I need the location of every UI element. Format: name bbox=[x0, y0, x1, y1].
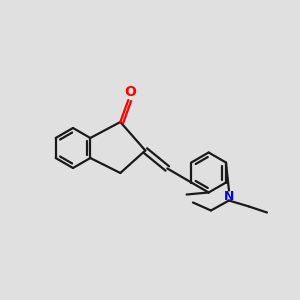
Text: O: O bbox=[124, 85, 136, 99]
Text: N: N bbox=[224, 190, 234, 203]
